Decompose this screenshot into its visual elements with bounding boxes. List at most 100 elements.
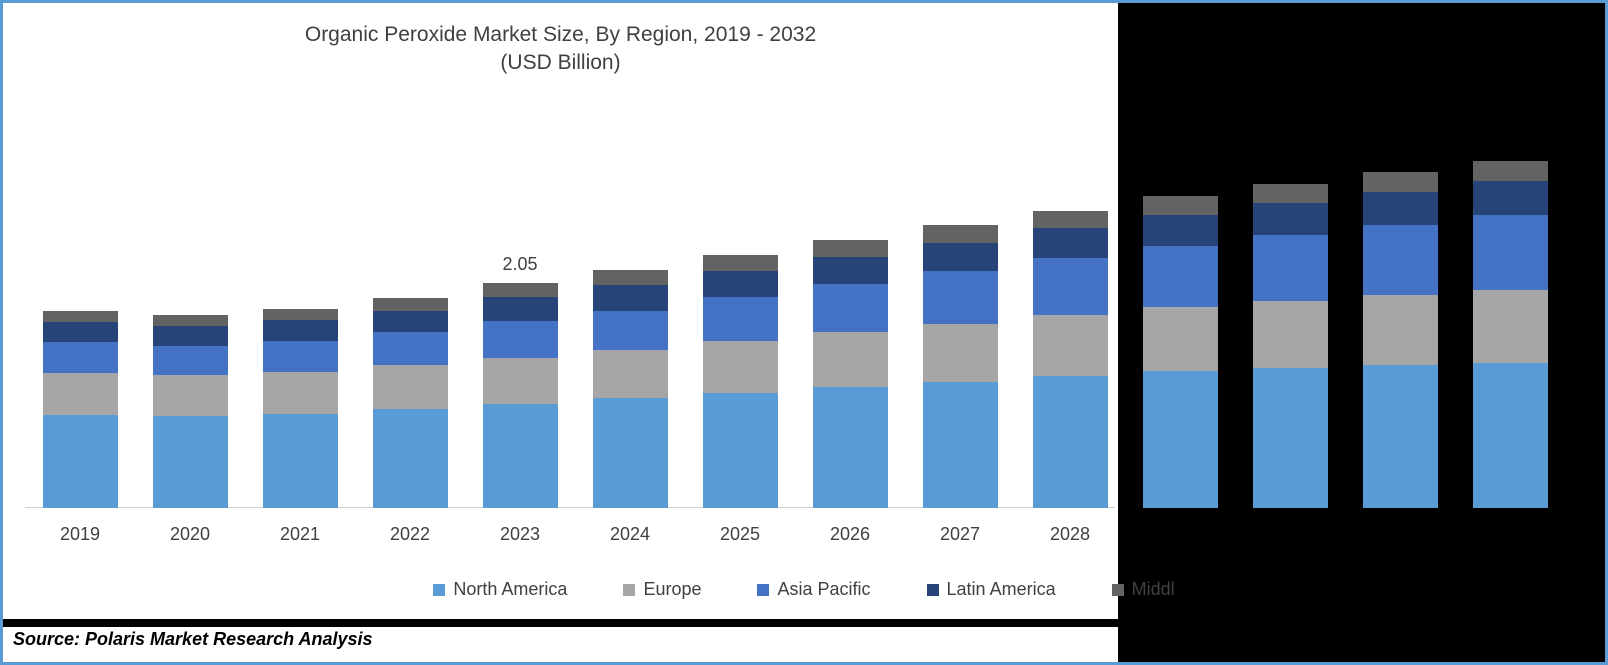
legend-swatch	[433, 584, 445, 596]
segment-asia-pacific	[373, 332, 448, 365]
bar-2022: 2022	[355, 113, 465, 508]
divider-strip	[3, 619, 1605, 627]
segment-middle-east-africa	[923, 225, 998, 243]
segment-asia-pacific	[813, 284, 888, 332]
legend-swatch	[623, 584, 635, 596]
legend: North America Europe Asia Pacific Latin Ame…	[3, 579, 1605, 600]
segment-latin-america	[43, 322, 118, 343]
bar-2028: 2028	[1015, 113, 1125, 508]
legend-item-europe: Europe	[623, 579, 701, 600]
title-line1: Organic Peroxide Market Size, By Region,…	[305, 23, 816, 46]
segment-europe	[923, 324, 998, 382]
bars-row: 201920202021202220232.052024202520262027…	[25, 113, 1605, 508]
legend-item-asia-pacific: Asia Pacific	[757, 579, 870, 600]
segment-middle-east-africa	[1473, 161, 1548, 181]
bar-2032	[1455, 113, 1565, 508]
chart-title: Organic Peroxide Market Size, By Region,…	[3, 3, 1118, 78]
x-axis-label: 2024	[610, 524, 650, 545]
chart-frame: Organic Peroxide Market Size, By Region,…	[0, 0, 1608, 665]
segment-latin-america	[703, 271, 778, 297]
bar-2030	[1235, 113, 1345, 508]
segment-north-america	[1473, 363, 1548, 508]
x-axis-label: 2019	[60, 524, 100, 545]
bar-2019: 2019	[25, 113, 135, 508]
segment-north-america	[373, 409, 448, 508]
segment-latin-america	[593, 285, 668, 310]
segment-asia-pacific	[923, 271, 998, 324]
legend-label: Latin America	[947, 579, 1056, 600]
segment-north-america	[153, 416, 228, 508]
segment-latin-america	[1473, 181, 1548, 215]
segment-asia-pacific	[43, 342, 118, 373]
segment-latin-america	[1253, 203, 1328, 235]
segment-latin-america	[1033, 228, 1108, 258]
x-axis-label: 2027	[940, 524, 980, 545]
segment-middle-east-africa	[1143, 196, 1218, 215]
segment-europe	[813, 332, 888, 387]
segment-europe	[1473, 290, 1548, 364]
source-citation: Source: Polaris Market Research Analysis	[13, 629, 373, 650]
segment-middle-east-africa	[43, 311, 118, 322]
segment-latin-america	[923, 243, 998, 272]
x-axis-label: 2028	[1050, 524, 1090, 545]
x-axis-label: 2022	[390, 524, 430, 545]
legend-item-latin-america: Latin America	[927, 579, 1056, 600]
segment-middle-east-africa	[1363, 172, 1438, 192]
bar-2031	[1345, 113, 1455, 508]
segment-latin-america	[813, 257, 888, 284]
segment-europe	[1253, 301, 1328, 368]
segment-europe	[1143, 307, 1218, 371]
segment-europe	[43, 373, 118, 415]
x-axis-label: 2020	[170, 524, 210, 545]
bar-2024: 2024	[575, 113, 685, 508]
title-line2: (USD Billion)	[500, 51, 620, 74]
segment-asia-pacific	[1253, 235, 1328, 301]
segment-north-america	[43, 415, 118, 508]
segment-north-america	[1143, 371, 1218, 508]
segment-north-america	[483, 404, 558, 508]
bar-2027: 2027	[905, 113, 1015, 508]
segment-europe	[593, 350, 668, 398]
segment-north-america	[1363, 365, 1438, 508]
segment-asia-pacific	[263, 341, 338, 372]
segment-asia-pacific	[483, 321, 558, 357]
segment-asia-pacific	[153, 346, 228, 376]
segment-asia-pacific	[1143, 246, 1218, 307]
bar-2025: 2025	[685, 113, 795, 508]
segment-europe	[1033, 315, 1108, 376]
segment-north-america	[1253, 368, 1328, 508]
segment-europe	[263, 372, 338, 414]
legend-label: Middl	[1132, 579, 1175, 600]
segment-europe	[703, 341, 778, 393]
segment-asia-pacific	[593, 311, 668, 351]
legend-swatch	[927, 584, 939, 596]
segment-north-america	[1033, 376, 1108, 508]
bar-2026: 2026	[795, 113, 905, 508]
segment-north-america	[703, 393, 778, 508]
x-axis-label: 2026	[830, 524, 870, 545]
legend-label: North America	[453, 579, 567, 600]
legend-item-middle-east-africa: Middl	[1112, 579, 1175, 600]
segment-asia-pacific	[703, 297, 778, 341]
segment-europe	[153, 375, 228, 416]
bar-2020: 2020	[135, 113, 245, 508]
bar-2029	[1125, 113, 1235, 508]
segment-latin-america	[1363, 192, 1438, 225]
value-callout: 2.05	[502, 254, 537, 275]
segment-middle-east-africa	[1253, 184, 1328, 203]
segment-middle-east-africa	[483, 283, 558, 297]
segment-north-america	[263, 414, 338, 508]
segment-north-america	[593, 398, 668, 508]
segment-middle-east-africa	[263, 309, 338, 320]
segment-middle-east-africa	[593, 270, 668, 285]
segment-latin-america	[263, 320, 338, 341]
x-axis-label: 2023	[500, 524, 540, 545]
segment-middle-east-africa	[813, 240, 888, 256]
segment-north-america	[813, 387, 888, 508]
segment-europe	[1363, 295, 1438, 365]
segment-middle-east-africa	[153, 315, 228, 326]
segment-latin-america	[153, 326, 228, 346]
segment-asia-pacific	[1473, 215, 1548, 290]
legend-swatch	[1112, 584, 1124, 596]
plot-area: 201920202021202220232.052024202520262027…	[25, 113, 1605, 508]
